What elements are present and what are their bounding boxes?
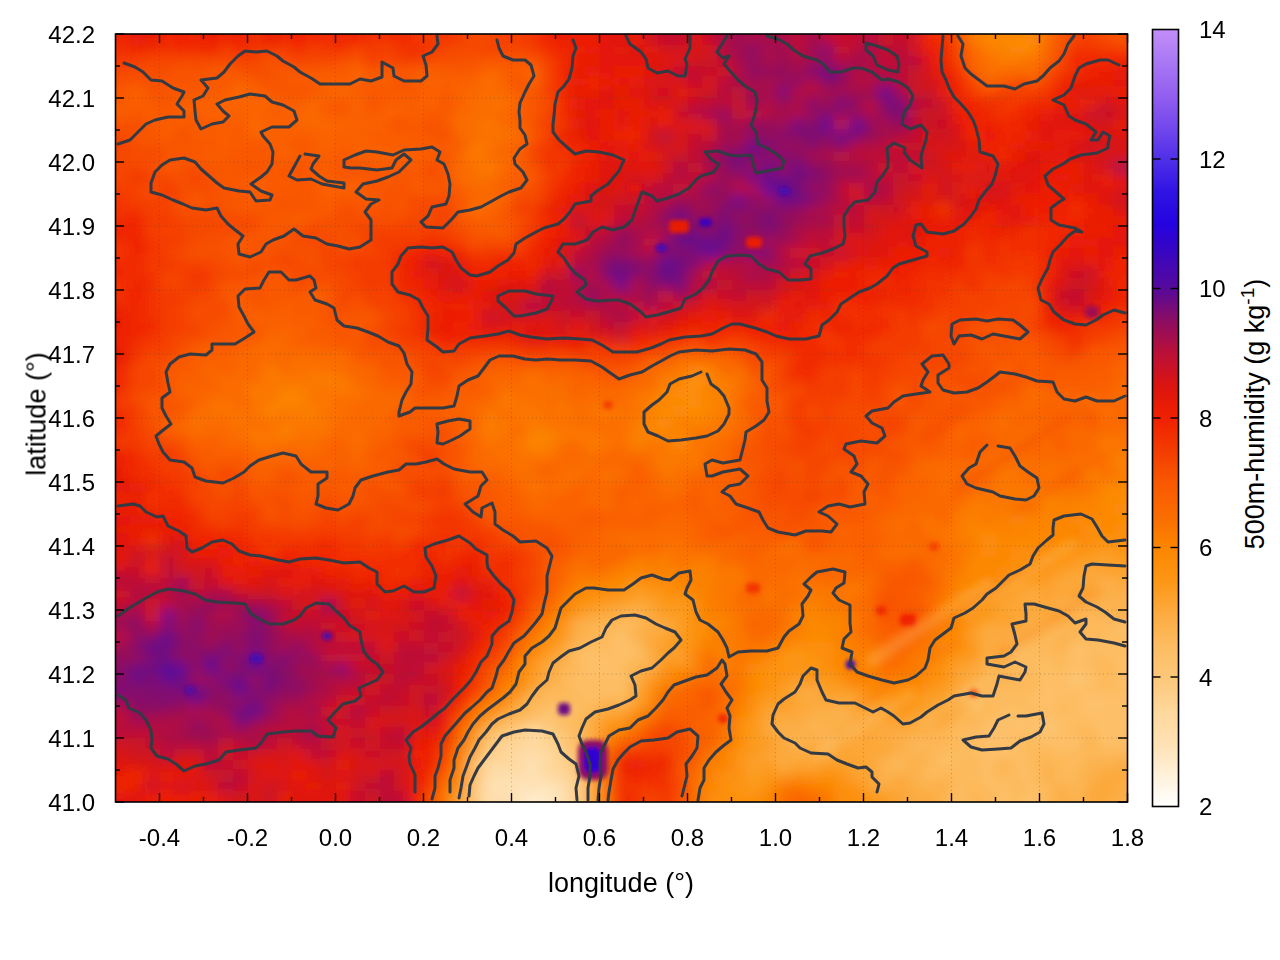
svg-text:14: 14 [1199, 16, 1226, 43]
svg-text:1.2: 1.2 [847, 824, 880, 851]
svg-text:41.5: 41.5 [48, 469, 95, 496]
svg-text:8: 8 [1199, 405, 1212, 432]
svg-text:0.4: 0.4 [495, 824, 528, 851]
svg-text:-0.2: -0.2 [227, 824, 268, 851]
svg-text:0.8: 0.8 [671, 824, 704, 851]
svg-text:41.8: 41.8 [48, 277, 95, 304]
svg-text:12: 12 [1199, 146, 1226, 173]
svg-text:0.6: 0.6 [583, 824, 616, 851]
svg-text:41.0: 41.0 [48, 789, 95, 816]
svg-text:41.9: 41.9 [48, 213, 95, 240]
svg-text:41.2: 41.2 [48, 661, 95, 688]
svg-text:longitude (°): longitude (°) [548, 868, 694, 898]
svg-text:6: 6 [1199, 534, 1212, 561]
svg-text:41.1: 41.1 [48, 725, 95, 752]
svg-text:1.4: 1.4 [935, 824, 968, 851]
svg-text:41.6: 41.6 [48, 405, 95, 432]
svg-text:500m-humidity (g kg-1): 500m-humidity (g kg-1) [1237, 279, 1270, 550]
svg-text:1.6: 1.6 [1023, 824, 1056, 851]
svg-text:1.0: 1.0 [759, 824, 792, 851]
svg-text:42.1: 42.1 [48, 85, 95, 112]
svg-text:41.3: 41.3 [48, 597, 95, 624]
svg-text:42.0: 42.0 [48, 149, 95, 176]
svg-text:1.8: 1.8 [1111, 824, 1144, 851]
svg-text:2: 2 [1199, 793, 1212, 820]
svg-text:42.2: 42.2 [48, 21, 95, 48]
svg-text:0.0: 0.0 [319, 824, 352, 851]
svg-text:latitude (°): latitude (°) [22, 352, 52, 475]
svg-text:-0.4: -0.4 [139, 824, 180, 851]
svg-text:10: 10 [1199, 275, 1226, 302]
svg-text:41.7: 41.7 [48, 341, 95, 368]
svg-text:4: 4 [1199, 664, 1212, 691]
svg-text:41.4: 41.4 [48, 533, 95, 560]
svg-text:0.2: 0.2 [407, 824, 440, 851]
